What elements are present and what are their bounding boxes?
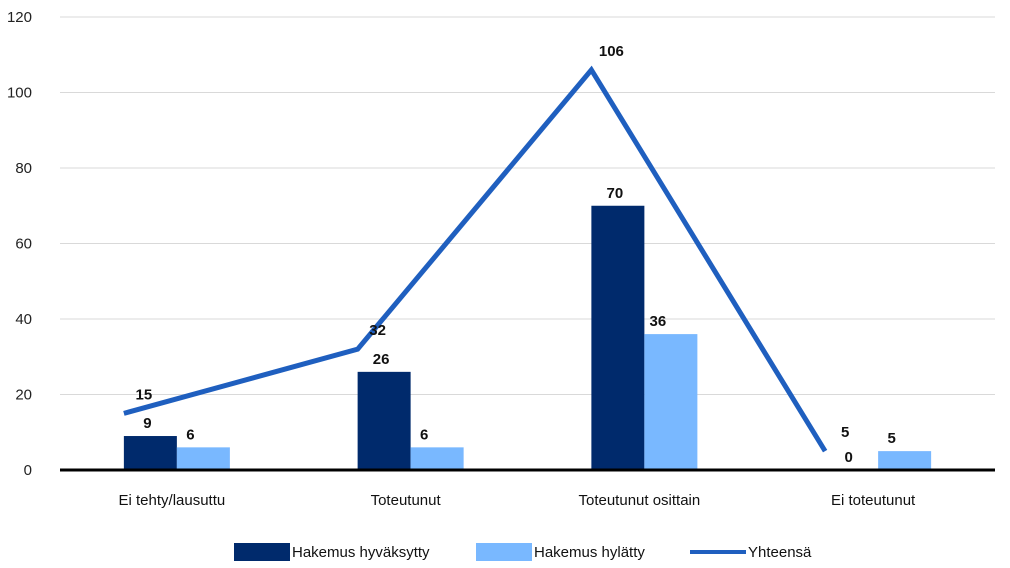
gridlines — [60, 16, 995, 395]
line-value-label: 5 — [841, 424, 849, 441]
bar-value-label: 9 — [143, 415, 151, 432]
bar — [644, 334, 698, 470]
legend-swatch — [234, 543, 290, 561]
y-tick-label: 80 — [15, 160, 32, 177]
line-series-total — [123, 65, 828, 453]
bar — [410, 447, 464, 470]
line-value-label: 106 — [599, 43, 624, 60]
y-tick-label: 60 — [15, 236, 32, 253]
bar-value-label: 0 — [844, 449, 852, 466]
legend-swatch — [476, 543, 532, 561]
y-tick-label: 0 — [24, 462, 32, 479]
y-tick-label: 120 — [7, 9, 32, 26]
x-category-label: Ei toteutunut — [831, 492, 916, 509]
bar — [357, 371, 411, 470]
line-value-label: 32 — [369, 322, 386, 339]
legend-label: Hakemus hylätty — [534, 544, 645, 561]
legend-label: Hakemus hyväksytty — [292, 544, 430, 561]
bar — [176, 447, 230, 470]
bar-value-label: 36 — [650, 313, 667, 330]
y-tick-label: 20 — [15, 387, 32, 404]
data-labels: 9 6 26 6 70 36 0 5 15 32 106 5 — [136, 43, 896, 466]
total-line — [123, 65, 828, 453]
bar — [878, 451, 932, 470]
line-value-label: 15 — [136, 386, 153, 403]
legend-label: Yhteensä — [748, 544, 812, 561]
bar-value-label: 6 — [186, 426, 194, 443]
bar-value-label: 5 — [887, 430, 895, 447]
bar — [591, 205, 645, 470]
legend: Hakemus hyväksytty Hakemus hylätty Yhteens… — [234, 543, 812, 561]
y-axis-ticks: 0 20 40 60 80 100 120 — [7, 9, 32, 479]
x-category-label: Toteutunut — [371, 492, 442, 509]
y-tick-label: 100 — [7, 85, 32, 102]
bars — [123, 205, 932, 470]
x-category-label: Ei tehty/lausuttu — [119, 492, 226, 509]
bar-value-label: 6 — [420, 426, 428, 443]
x-axis: Ei tehty/lausuttu Toteutunut Toteutunut os… — [60, 468, 995, 509]
y-tick-label: 40 — [15, 311, 32, 328]
bar — [123, 436, 177, 470]
bar-value-label: 70 — [607, 185, 624, 202]
x-category-label: Toteutunut osittain — [578, 492, 700, 509]
bar-value-label: 26 — [373, 351, 390, 368]
